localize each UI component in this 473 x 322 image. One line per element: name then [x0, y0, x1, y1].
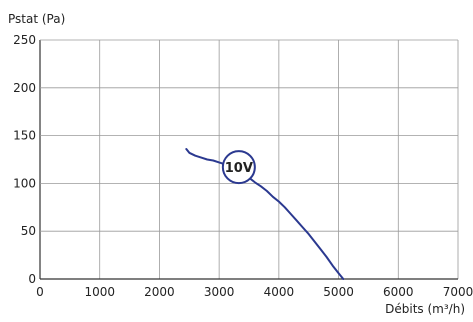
y-axis-label: Pstat (Pa) [8, 12, 65, 26]
series-label-circle-0 [221, 150, 256, 185]
x-tick-label-7000: 7000 [443, 285, 473, 299]
x-tick-label-0: 0 [36, 285, 44, 299]
x-tick-label-2000: 2000 [144, 285, 175, 299]
x-tick-label-6000: 6000 [383, 285, 414, 299]
series-label-0: 10V [225, 161, 253, 176]
y-tick-label-50: 50 [21, 224, 36, 238]
y-tick-label-100: 100 [13, 176, 36, 190]
y-tick-label-200: 200 [13, 81, 36, 95]
y-tick-label-150: 150 [13, 129, 36, 143]
x-tick-label-5000: 5000 [323, 285, 354, 299]
x-tick-label-3000: 3000 [204, 285, 235, 299]
tick-labels: 0 1000 2000 3000 4000 5000 6000 7000 0 50 100 150 20… [13, 33, 473, 299]
y-tick-label-0: 0 [28, 272, 36, 286]
x-axis-label: Débits (m³/h) [385, 302, 465, 316]
grid [39, 39, 459, 280]
series-line-0 [185, 148, 345, 280]
x-tick-label-4000: 4000 [264, 285, 295, 299]
series-group: 10V [185, 148, 345, 280]
y-tick-label-250: 250 [13, 33, 36, 47]
x-tick-label-1000: 1000 [84, 285, 115, 299]
